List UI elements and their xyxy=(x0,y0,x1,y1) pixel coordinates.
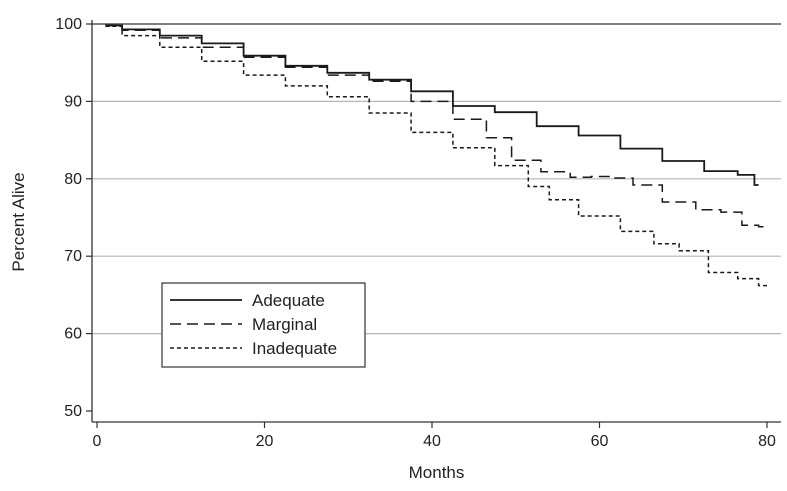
x-tick-label-60: 60 xyxy=(591,433,609,450)
x-tick-label-40: 40 xyxy=(423,433,441,450)
y-axis-title: Percent Alive xyxy=(9,172,28,271)
legend-box xyxy=(161,282,366,368)
series-lines xyxy=(105,24,767,287)
series-line-inadequate xyxy=(105,25,767,287)
y-tick-label-100: 100 xyxy=(55,16,82,33)
y-tick-label-50: 50 xyxy=(64,403,82,420)
legend-label-adequate: Adequate xyxy=(252,291,325,310)
x-axis-title: Months xyxy=(409,463,465,482)
legend-label-inadequate: Inadequate xyxy=(252,339,337,358)
x-tick-label-80: 80 xyxy=(758,433,776,450)
x-tick-label-0: 0 xyxy=(93,433,102,450)
series-line-marginal xyxy=(105,24,767,228)
y-tick-label-90: 90 xyxy=(64,93,82,110)
y-tick-label-60: 60 xyxy=(64,326,82,343)
series-line-adequate xyxy=(105,24,759,186)
y-tick-label-70: 70 xyxy=(64,248,82,265)
x-tick-label-20: 20 xyxy=(256,433,274,450)
legend-label-marginal: Marginal xyxy=(252,315,317,334)
gridlines xyxy=(92,23,781,335)
axes: 50 60 70 80 90 100 0 20 40 60 80 xyxy=(55,16,781,450)
legend: Adequate Marginal Inadequate xyxy=(161,282,366,368)
y-tick-label-80: 80 xyxy=(64,171,82,188)
